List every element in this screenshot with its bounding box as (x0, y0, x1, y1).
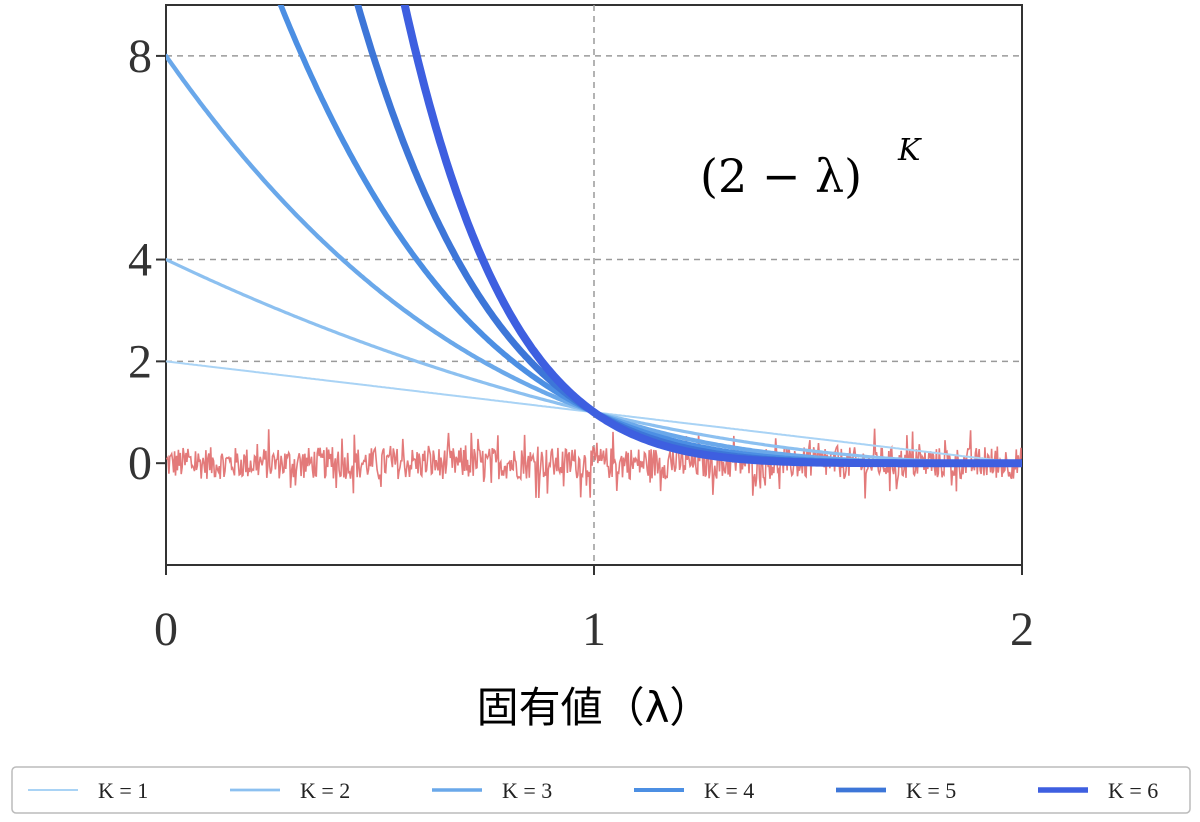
legend-label: K = 4 (704, 778, 754, 803)
x-axis-ticks: 0 1 2 (154, 565, 1034, 656)
y-axis-ticks: 0 2 4 8 (128, 30, 166, 490)
legend-label: K = 5 (906, 778, 956, 803)
legend-label: K = 2 (300, 778, 350, 803)
formula-exponent: K (897, 133, 922, 168)
legend: K = 1 K = 2 K = 3 K = 4 K = 5 K = 6 (28, 778, 1158, 803)
series-line-k6 (400, 5, 1022, 468)
noise-series (166, 428, 1022, 499)
legend-label: K = 6 (1108, 778, 1158, 803)
x-tick-label: 2 (1010, 603, 1034, 656)
legend-box (11, 766, 1191, 814)
noise-line (166, 428, 1022, 499)
y-tick-label: 8 (128, 30, 152, 83)
formula-annotation: (2 − λ) (700, 149, 862, 203)
grid-lines (166, 5, 1022, 565)
x-axis-label: 固有値（λ） (477, 683, 712, 732)
y-tick-label: 4 (128, 234, 152, 287)
x-tick-label: 1 (582, 603, 606, 656)
legend-label: K = 1 (98, 778, 148, 803)
y-tick-label: 2 (128, 335, 152, 388)
legend-label: K = 3 (502, 778, 552, 803)
y-tick-label: 0 (128, 437, 152, 490)
series-lines (166, 5, 1022, 468)
formula-base: (2 − λ) (700, 149, 862, 203)
x-tick-label: 0 (154, 603, 178, 656)
